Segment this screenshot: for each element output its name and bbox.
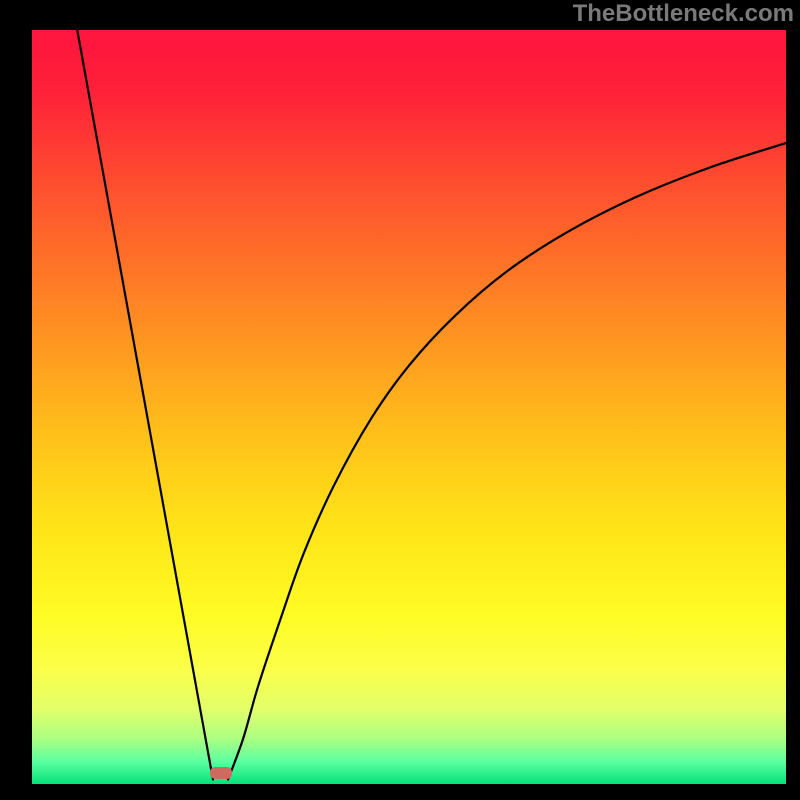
chart-frame: TheBottleneck.com	[0, 0, 800, 800]
curve-layer	[32, 30, 786, 784]
plot-area	[32, 30, 786, 784]
bottleneck-marker	[210, 767, 232, 779]
watermark-text: TheBottleneck.com	[573, 0, 794, 28]
